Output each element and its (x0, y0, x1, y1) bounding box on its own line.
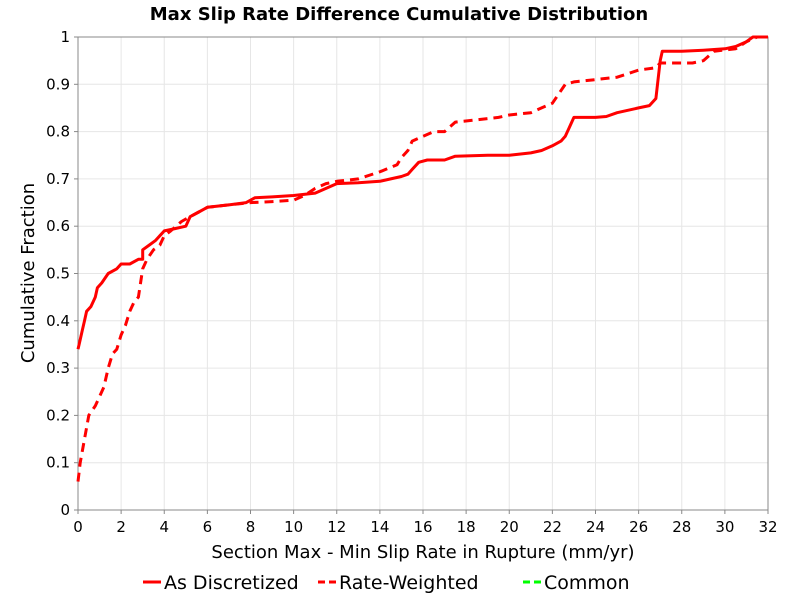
x-tick-label: 20 (500, 518, 519, 536)
y-tick-label: 0.1 (46, 454, 70, 472)
y-tick-label: 0.9 (46, 75, 70, 93)
x-tick-label: 6 (203, 518, 213, 536)
y-tick-label: 0.6 (46, 217, 70, 235)
x-axis-label: Section Max - Min Slip Rate in Rupture (… (211, 542, 634, 563)
legend-label: As Discretized (164, 572, 299, 594)
y-tick-label: 0 (60, 501, 70, 519)
y-tick-label: 0.7 (46, 170, 70, 188)
legend: As Discretized Rate-Weighted Common (143, 572, 630, 594)
x-tick-label: 32 (758, 518, 777, 536)
chart-title: Max Slip Rate Difference Cumulative Dist… (150, 4, 648, 25)
x-tick-label: 2 (116, 518, 126, 536)
series-line-as-discretized (76, 35, 768, 350)
series-layer (76, 35, 768, 482)
series-line-rate-weighted (76, 35, 768, 482)
legend-label: Common (544, 572, 630, 594)
x-tick-label: 16 (413, 518, 432, 536)
x-tick-label: 14 (370, 518, 389, 536)
y-tick-label: 0.3 (46, 359, 70, 377)
x-tick-label: 12 (327, 518, 346, 536)
x-tick-label: 10 (284, 518, 303, 536)
y-tick-label: 0.5 (46, 265, 70, 283)
x-tick-label: 8 (246, 518, 256, 536)
y-tick-label: 1 (60, 28, 70, 46)
y-tick-label: 0.2 (46, 406, 70, 424)
grid-lines (77, 36, 769, 511)
x-tick-label: 4 (159, 518, 169, 536)
legend-label: Rate-Weighted (339, 572, 479, 594)
x-tick-label: 18 (457, 518, 476, 536)
y-axis-label: Cumulative Fraction (18, 183, 39, 363)
x-axis-ticks: 0 2 4 6 8 10 12 14 16 18 20 22 24 26 28 30 32 (73, 510, 778, 536)
x-tick-label: 30 (715, 518, 734, 536)
x-tick-label: 22 (543, 518, 562, 536)
y-tick-label: 0.4 (46, 312, 70, 330)
x-tick-label: 26 (629, 518, 648, 536)
x-tick-label: 28 (672, 518, 691, 536)
y-axis-ticks: 0 0.1 0.2 0.3 0.4 0.5 0.6 0.7 0.8 0.9 1 (46, 28, 78, 519)
x-tick-label: 24 (586, 518, 605, 536)
y-tick-label: 0.8 (46, 123, 70, 141)
x-tick-label: 0 (73, 518, 83, 536)
